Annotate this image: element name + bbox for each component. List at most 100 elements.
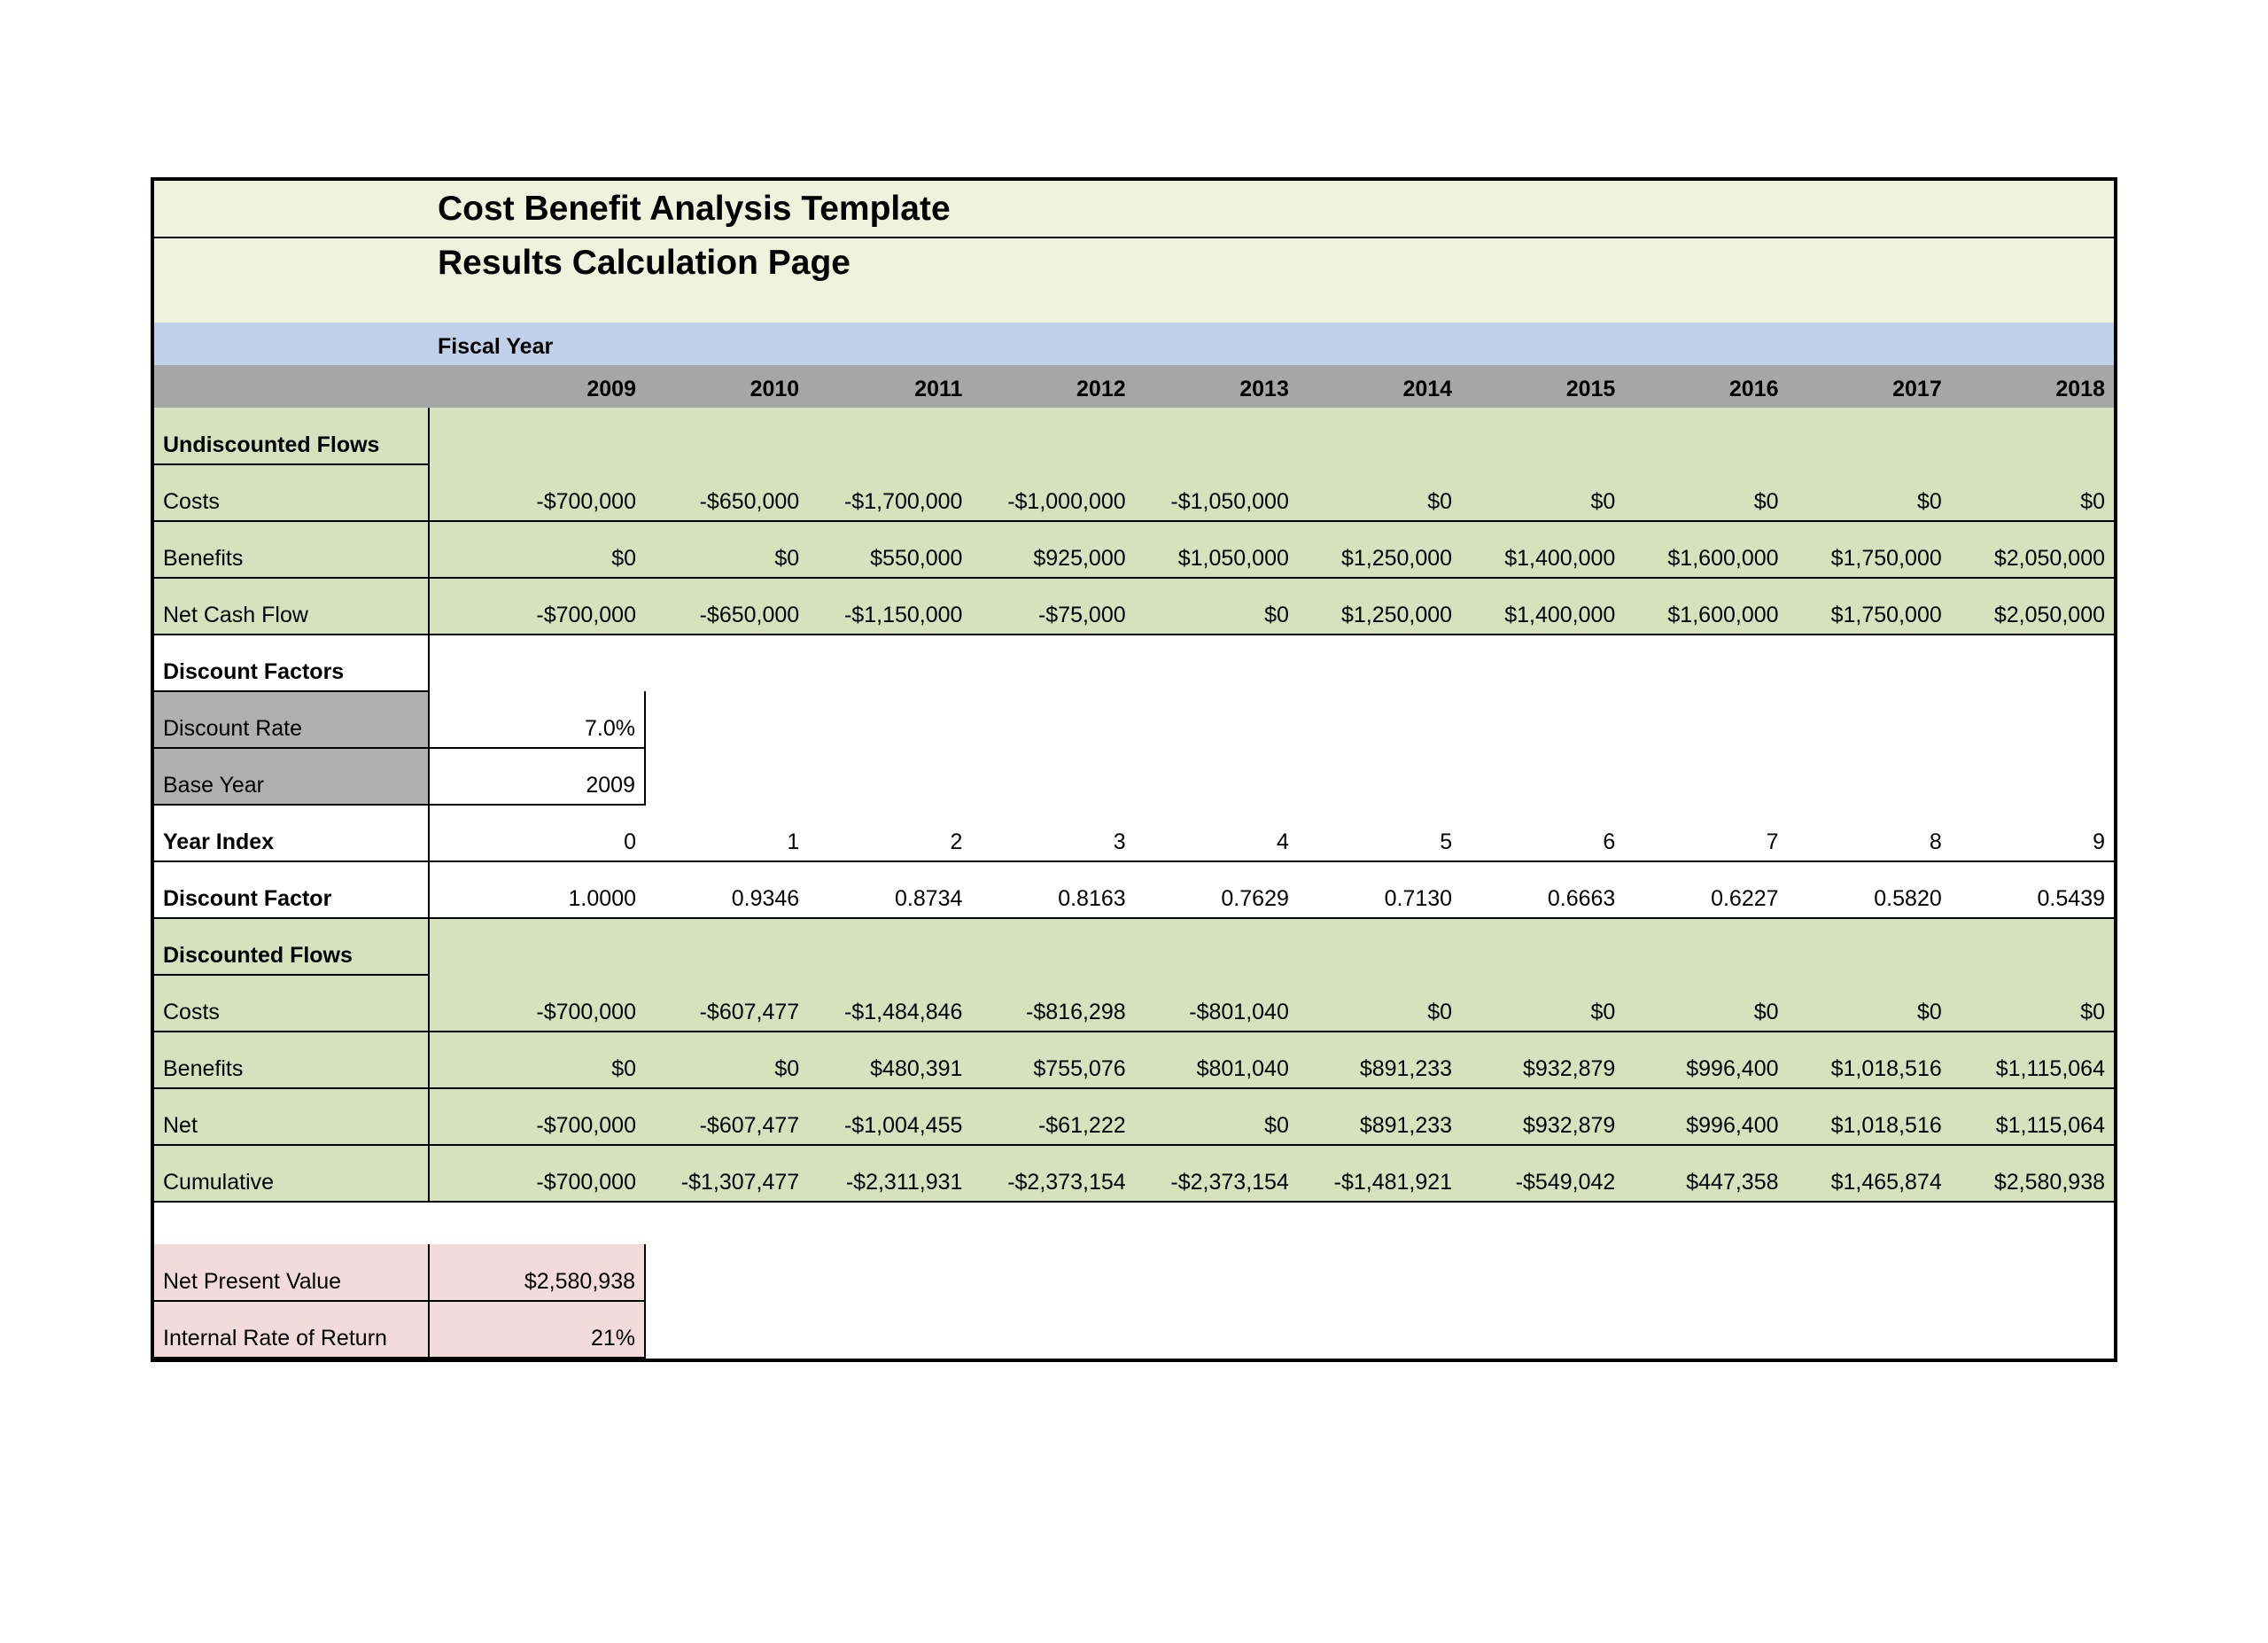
row-label: Benefits: [154, 1032, 429, 1088]
cell: 0.9346: [645, 861, 808, 918]
cell: -$650,000: [645, 464, 808, 521]
cell: -$801,040: [1135, 975, 1298, 1032]
cell: 0.7130: [1298, 861, 1461, 918]
cell: $0: [1624, 975, 1787, 1032]
discounted-benefits-row: Benefits $0 $0 $480,391 $755,076 $801,04…: [154, 1032, 2114, 1088]
year: 2011: [808, 365, 971, 408]
cell: 0.8163: [971, 861, 1134, 918]
cell: -$607,477: [645, 1088, 808, 1145]
cell: $2,050,000: [1951, 521, 2114, 578]
title-sub: Results Calculation Page: [429, 237, 2114, 323]
row-label: Internal Rate of Return: [154, 1301, 429, 1358]
title-row-2: Results Calculation Page: [154, 237, 2114, 323]
cell: 2: [808, 805, 971, 861]
cell: 8: [1788, 805, 1951, 861]
cell: $0: [429, 521, 645, 578]
cell: $0: [1298, 464, 1461, 521]
cell: $0: [429, 1032, 645, 1088]
undiscounted-net-row: Net Cash Flow -$700,000 -$650,000 -$1,15…: [154, 578, 2114, 635]
cell: $891,233: [1298, 1032, 1461, 1088]
spacer: [154, 1202, 2114, 1244]
cell: -$61,222: [971, 1088, 1134, 1145]
year: 2018: [1951, 365, 2114, 408]
section-header: Discounted Flows: [154, 918, 429, 975]
row-label: Net Cash Flow: [154, 578, 429, 635]
row-label: Costs: [154, 464, 429, 521]
cell: -$700,000: [429, 1088, 645, 1145]
cell: $996,400: [1624, 1032, 1787, 1088]
year-index-row: Year Index 0 1 2 3 4 5 6 7 8 9: [154, 805, 2114, 861]
cell: -$816,298: [971, 975, 1134, 1032]
cell: $1,050,000: [1135, 521, 1298, 578]
cell: $0: [1951, 464, 2114, 521]
irr-value: 21%: [429, 1301, 645, 1358]
cell: $0: [1951, 975, 2114, 1032]
undiscounted-header: Undiscounted Flows: [154, 408, 2114, 464]
cell: $925,000: [971, 521, 1134, 578]
cell: $0: [1461, 464, 1624, 521]
cell: -$700,000: [429, 1145, 645, 1202]
cell: $0: [1298, 975, 1461, 1032]
cell: -$1,004,455: [808, 1088, 971, 1145]
cell: $0: [1135, 578, 1298, 635]
cell: $0: [1788, 464, 1951, 521]
title-main: Cost Benefit Analysis Template: [429, 181, 2114, 237]
row-label: Year Index: [154, 805, 429, 861]
cell: $1,250,000: [1298, 578, 1461, 635]
title-row-1: Cost Benefit Analysis Template: [154, 181, 2114, 237]
year: 2010: [645, 365, 808, 408]
year: 2012: [971, 365, 1134, 408]
cell: 6: [1461, 805, 1624, 861]
cell: 0.5820: [1788, 861, 1951, 918]
row-label: Net Present Value: [154, 1244, 429, 1301]
cell: -$1,481,921: [1298, 1145, 1461, 1202]
cell: $1,018,516: [1788, 1088, 1951, 1145]
row-label: Benefits: [154, 521, 429, 578]
cell: $755,076: [971, 1032, 1134, 1088]
base-year-value[interactable]: 2009: [429, 748, 645, 805]
cell: $1,400,000: [1461, 521, 1624, 578]
cell: -$700,000: [429, 578, 645, 635]
cell: -$650,000: [645, 578, 808, 635]
cell: 3: [971, 805, 1134, 861]
cell: -$2,311,931: [808, 1145, 971, 1202]
cell: 0: [429, 805, 645, 861]
year: 2009: [429, 365, 645, 408]
cell: $0: [1135, 1088, 1298, 1145]
cell: -$700,000: [429, 464, 645, 521]
cell: $550,000: [808, 521, 971, 578]
cell: 0.5439: [1951, 861, 2114, 918]
discount-factor-row: Discount Factor 1.0000 0.9346 0.8734 0.8…: [154, 861, 2114, 918]
analysis-table: Cost Benefit Analysis Template Results C…: [154, 181, 2114, 1359]
npv-value: $2,580,938: [429, 1244, 645, 1301]
cell: $0: [1461, 975, 1624, 1032]
cell: $0: [645, 1032, 808, 1088]
cell: -$1,700,000: [808, 464, 971, 521]
discounted-header: Discounted Flows: [154, 918, 2114, 975]
row-label: Net: [154, 1088, 429, 1145]
cell: 0.6227: [1624, 861, 1787, 918]
discount-rate-value[interactable]: 7.0%: [429, 691, 645, 748]
years-row: 2009 2010 2011 2012 2013 2014 2015 2016 …: [154, 365, 2114, 408]
cell: 9: [1951, 805, 2114, 861]
fiscal-label: Fiscal Year: [429, 323, 645, 365]
year: 2016: [1624, 365, 1787, 408]
cell: -$1,150,000: [808, 578, 971, 635]
cell: $0: [1788, 975, 1951, 1032]
cell: $0: [1624, 464, 1787, 521]
cell: 1.0000: [429, 861, 645, 918]
discount-factors-header: Discount Factors: [154, 635, 2114, 691]
row-label: Discount Factor: [154, 861, 429, 918]
cell: $1,750,000: [1788, 521, 1951, 578]
cell: $932,879: [1461, 1032, 1624, 1088]
fiscal-year-row: Fiscal Year: [154, 323, 2114, 365]
cell: $996,400: [1624, 1088, 1787, 1145]
cell: -$549,042: [1461, 1145, 1624, 1202]
row-label: Cumulative: [154, 1145, 429, 1202]
cell: $2,580,938: [1951, 1145, 2114, 1202]
discount-rate-row: Discount Rate 7.0%: [154, 691, 2114, 748]
cell: $2,050,000: [1951, 578, 2114, 635]
row-label: Base Year: [154, 748, 429, 805]
cell: $801,040: [1135, 1032, 1298, 1088]
undiscounted-costs-row: Costs -$700,000 -$650,000 -$1,700,000 -$…: [154, 464, 2114, 521]
